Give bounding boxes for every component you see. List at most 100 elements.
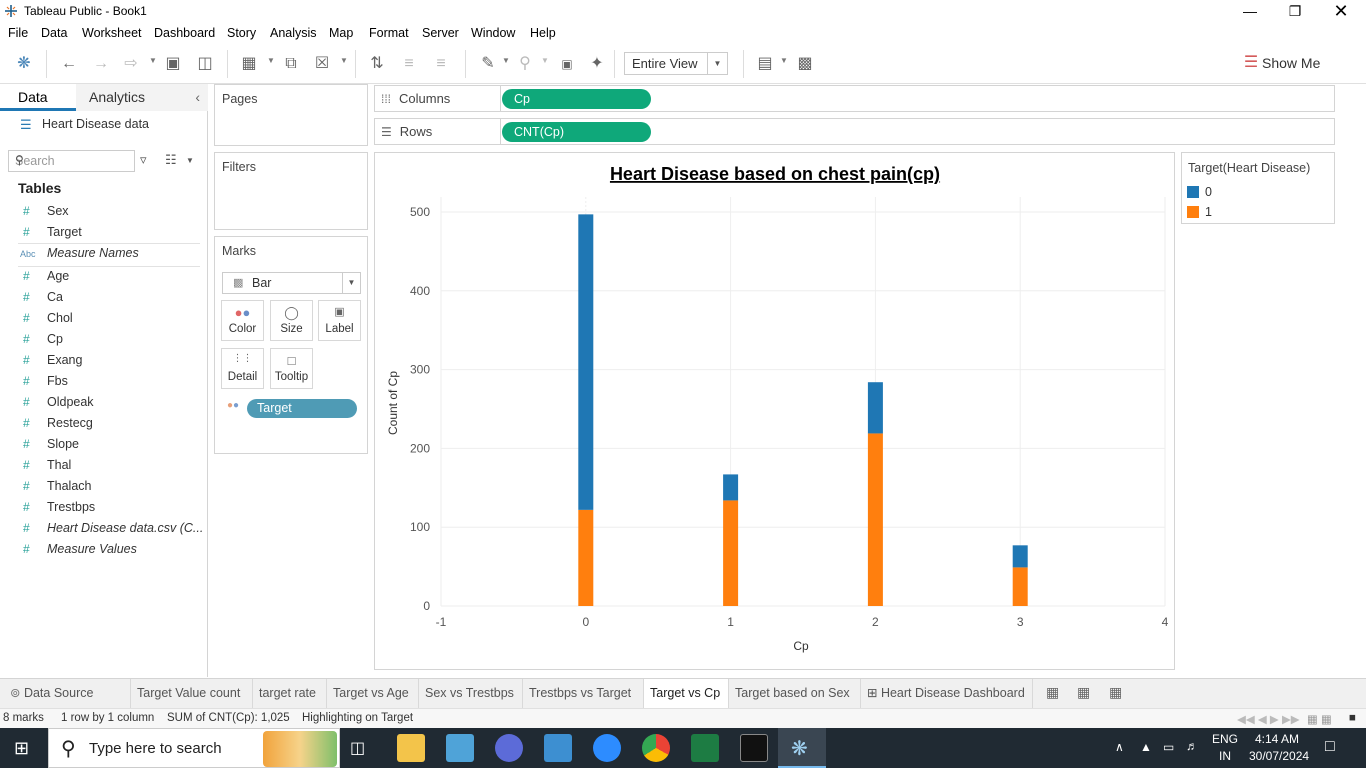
- chevron-down-icon[interactable]: ▼: [186, 156, 194, 165]
- new-story-tab-icon[interactable]: ▦: [1109, 684, 1123, 700]
- rows-shelf[interactable]: ☰ Rows CNT(Cp): [374, 118, 1335, 145]
- field-item[interactable]: # Slope: [0, 435, 206, 455]
- legend-item-0[interactable]: 0: [1182, 182, 1334, 202]
- chevron-down-icon[interactable]: ▼: [780, 56, 788, 65]
- field-item[interactable]: # Target: [0, 223, 206, 243]
- pin-icon[interactable]: ✦: [590, 55, 604, 72]
- notifications-icon[interactable]: □: [1325, 738, 1335, 755]
- menu-story[interactable]: Story: [227, 26, 257, 40]
- windows-start-icon[interactable]: ⊞: [14, 738, 30, 758]
- calculator-icon[interactable]: [544, 734, 572, 762]
- redo-icon[interactable]: →: [93, 55, 109, 72]
- task-view-icon[interactable]: ◫: [350, 740, 366, 757]
- battery-icon[interactable]: ▭: [1163, 740, 1175, 754]
- chevron-down-icon[interactable]: ▼: [541, 56, 549, 65]
- file-explorer-icon[interactable]: [397, 734, 425, 762]
- field-item[interactable]: # Fbs: [0, 372, 206, 392]
- bar-segment-series-1[interactable]: [723, 500, 739, 606]
- chart[interactable]: Heart Disease based on chest pain(cp) 0 1…: [375, 153, 1174, 669]
- tray-chevron-icon[interactable]: ∧: [1115, 740, 1124, 754]
- view-options-icon[interactable]: ☷: [165, 152, 177, 167]
- grid-view-icon[interactable]: ▦ ▦: [1307, 714, 1332, 726]
- pages-card[interactable]: Pages: [214, 84, 368, 146]
- replay-icon[interactable]: ⇨: [124, 55, 138, 72]
- first-sheet-icon[interactable]: ◀◀ ◀ ▶ ▶▶: [1237, 714, 1300, 726]
- sheet-tab[interactable]: target rate: [253, 679, 327, 708]
- new-datasource-icon[interactable]: ◫: [197, 55, 213, 72]
- legend-item-1[interactable]: 1: [1182, 202, 1334, 222]
- sort-ascending-icon[interactable]: ≡: [404, 55, 414, 72]
- tableau-taskbar-button[interactable]: ❋: [778, 728, 826, 768]
- clear-sheet-icon[interactable]: ☒: [314, 55, 330, 72]
- menu-window[interactable]: Window: [471, 26, 516, 40]
- menu-analysis[interactable]: Analysis: [270, 26, 317, 40]
- menu-worksheet[interactable]: Worksheet: [82, 26, 142, 40]
- bar-segment-series-0[interactable]: [723, 474, 739, 501]
- field-item[interactable]: # Thalach: [0, 477, 206, 497]
- field-item[interactable]: # Thal: [0, 456, 206, 476]
- sheet-tab[interactable]: Target vs Age: [327, 679, 419, 708]
- labels-icon[interactable]: ▣: [561, 57, 573, 71]
- undo-icon[interactable]: ←: [61, 55, 77, 72]
- menu-map[interactable]: Map: [329, 26, 354, 40]
- excel-icon[interactable]: [691, 734, 719, 762]
- collapse-icon[interactable]: ‹: [195, 89, 200, 105]
- new-dashboard-tab-icon[interactable]: ▦: [1077, 684, 1091, 700]
- rows-pill-cnt-cp[interactable]: CNT(Cp): [502, 122, 651, 142]
- columns-pill-cp[interactable]: Cp: [502, 89, 651, 109]
- filter-icon[interactable]: ▿: [140, 152, 147, 167]
- bar-segment-series-1[interactable]: [578, 509, 594, 606]
- menu-data[interactable]: Data: [41, 26, 68, 40]
- color-target-pill[interactable]: Target: [247, 399, 357, 418]
- presentation-icon[interactable]: ▩: [797, 55, 813, 72]
- menu-server[interactable]: Server: [422, 26, 459, 40]
- detail-button[interactable]: ⋮⋮ Detail: [221, 348, 264, 389]
- show-me-icon[interactable]: ☰: [1243, 54, 1259, 71]
- chrome-icon[interactable]: [642, 734, 670, 762]
- clock-date[interactable]: 30/07/2024: [1249, 749, 1310, 763]
- color-button[interactable]: ●● Color: [221, 300, 264, 341]
- network-icon[interactable]: ▲: [1140, 740, 1152, 754]
- menu-help[interactable]: Help: [530, 26, 556, 40]
- columns-shelf[interactable]: ⁞⁞⁞ Columns Cp: [374, 85, 1335, 112]
- restore-icon[interactable]: ❐: [1288, 3, 1302, 19]
- bar-segment-series-0[interactable]: [867, 382, 883, 434]
- field-item[interactable]: # Restecg: [0, 414, 206, 434]
- swap-icon[interactable]: ⇅: [370, 55, 384, 72]
- new-worksheet-tab-icon[interactable]: ▦: [1046, 684, 1060, 700]
- duplicate-icon[interactable]: ⧉: [285, 55, 297, 72]
- field-item[interactable]: # Heart Disease data.csv (C...: [0, 519, 206, 539]
- bar-segment-series-0[interactable]: [1012, 545, 1028, 568]
- app-icon[interactable]: [446, 734, 474, 762]
- mark-type-dropdown[interactable]: ▩ Bar ▼: [222, 272, 361, 294]
- chevron-down-icon[interactable]: ▼: [149, 56, 157, 65]
- size-button[interactable]: ◯ Size: [270, 300, 313, 341]
- taskbar-search-input[interactable]: ⚲ Type here to search: [48, 728, 340, 768]
- sheet-tab[interactable]: ⊚ Data Source: [4, 679, 131, 708]
- field-item[interactable]: # Measure Values: [0, 540, 206, 560]
- field-item[interactable]: # Exang: [0, 351, 206, 371]
- tab-data[interactable]: Data: [0, 84, 76, 111]
- minimize-icon[interactable]: —: [1243, 3, 1257, 19]
- bar-segment-series-1[interactable]: [867, 433, 883, 606]
- clock-time[interactable]: 4:14 AM: [1255, 732, 1300, 746]
- field-item[interactable]: # Cp: [0, 330, 206, 350]
- sheet-tab[interactable]: Target vs Cp: [644, 679, 729, 708]
- tab-analytics[interactable]: Analytics ‹: [76, 84, 208, 111]
- new-worksheet-icon[interactable]: ▦: [241, 55, 257, 72]
- copilot-icon[interactable]: [495, 734, 523, 762]
- sheet-tab[interactable]: ⊞ Heart Disease Dashboard: [861, 679, 1033, 708]
- datasource-name[interactable]: Heart Disease data: [42, 117, 150, 131]
- sheet-tab[interactable]: Sex vs Trestbps: [419, 679, 523, 708]
- language-top[interactable]: ENG: [1212, 732, 1239, 746]
- show-cards-icon[interactable]: ▤: [757, 55, 773, 72]
- close-icon[interactable]: ✕: [1333, 1, 1349, 21]
- menu-file[interactable]: File: [8, 26, 29, 40]
- field-item[interactable]: # Age: [0, 267, 206, 287]
- field-item[interactable]: # Oldpeak: [0, 393, 206, 413]
- terminal-icon[interactable]: [740, 734, 768, 762]
- search-input[interactable]: Search ⚲: [8, 150, 135, 172]
- menu-format[interactable]: Format: [369, 26, 409, 40]
- filmstrip-icon[interactable]: ■: [1349, 712, 1356, 724]
- sheet-tab[interactable]: Target based on Sex: [729, 679, 861, 708]
